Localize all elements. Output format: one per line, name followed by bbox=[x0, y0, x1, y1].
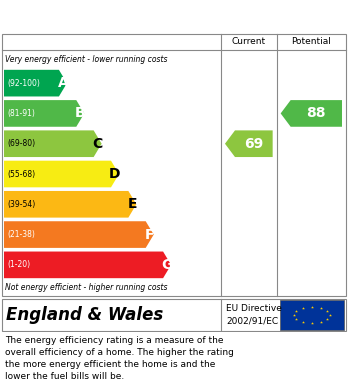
Text: (55-68): (55-68) bbox=[7, 170, 35, 179]
Text: 69: 69 bbox=[244, 137, 263, 151]
Polygon shape bbox=[225, 130, 273, 157]
Text: F: F bbox=[145, 228, 155, 242]
Text: England & Wales: England & Wales bbox=[6, 306, 163, 324]
Text: (92-100): (92-100) bbox=[7, 79, 40, 88]
Text: 88: 88 bbox=[307, 106, 326, 120]
Bar bbox=[280, 300, 344, 330]
Text: Not energy efficient - higher running costs: Not energy efficient - higher running co… bbox=[5, 283, 167, 292]
Text: D: D bbox=[109, 167, 121, 181]
Polygon shape bbox=[4, 221, 154, 248]
Text: B: B bbox=[75, 106, 86, 120]
Text: (69-80): (69-80) bbox=[7, 139, 35, 148]
Text: Energy Efficiency Rating: Energy Efficiency Rating bbox=[10, 9, 232, 23]
Polygon shape bbox=[4, 161, 119, 187]
Text: The energy efficiency rating is a measure of the
overall efficiency of a home. T: The energy efficiency rating is a measur… bbox=[5, 336, 234, 382]
Text: 2002/91/EC: 2002/91/EC bbox=[226, 317, 278, 326]
Polygon shape bbox=[280, 100, 342, 127]
Polygon shape bbox=[4, 130, 102, 157]
Polygon shape bbox=[4, 100, 84, 127]
Text: (21-38): (21-38) bbox=[7, 230, 35, 239]
Text: Potential: Potential bbox=[291, 36, 331, 45]
Text: Very energy efficient - lower running costs: Very energy efficient - lower running co… bbox=[5, 56, 167, 65]
Text: (81-91): (81-91) bbox=[7, 109, 35, 118]
Text: A: A bbox=[57, 76, 68, 90]
Polygon shape bbox=[4, 70, 67, 97]
Polygon shape bbox=[4, 191, 136, 218]
Polygon shape bbox=[4, 251, 171, 278]
Text: C: C bbox=[93, 137, 103, 151]
Text: G: G bbox=[161, 258, 173, 272]
Text: EU Directive: EU Directive bbox=[226, 304, 282, 313]
Text: E: E bbox=[128, 197, 137, 211]
Text: (1-20): (1-20) bbox=[7, 260, 30, 269]
Text: Current: Current bbox=[232, 36, 266, 45]
Text: (39-54): (39-54) bbox=[7, 200, 35, 209]
